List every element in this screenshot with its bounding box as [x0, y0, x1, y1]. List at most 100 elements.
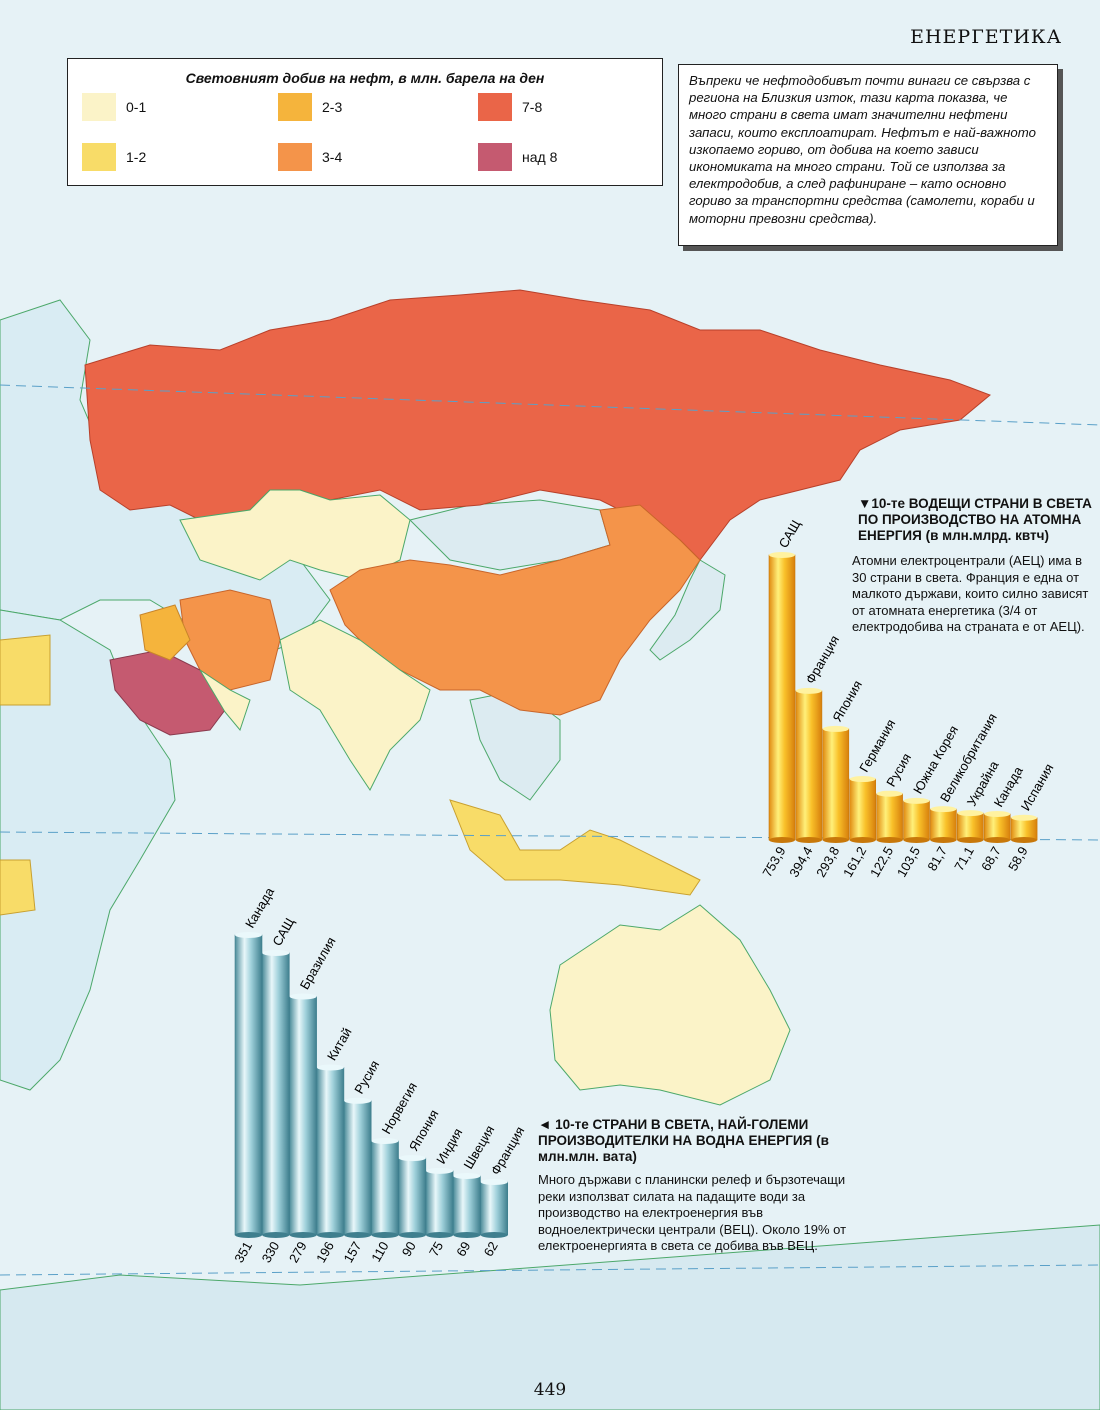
hydro-title: ◄ 10-те СТРАНИ В СВЕТА, НАЙ-ГОЛЕМИ ПРОИЗ…	[538, 1117, 829, 1164]
bar-cap	[957, 810, 984, 817]
legend-item: 0-1	[82, 93, 146, 121]
nuclear-text: Атомни електроцентрали (АЕЦ) има в 30 ст…	[852, 553, 1089, 634]
value-label: 68,7	[978, 844, 1004, 873]
bar-base	[235, 1232, 262, 1238]
australia-region	[549, 904, 791, 1106]
legend-title: Световният добив на нефт, в млн. барела …	[185, 70, 545, 86]
value-label: 75	[426, 1239, 446, 1259]
bar-base	[316, 1232, 344, 1238]
land-oil-producers	[0, 289, 991, 1106]
nigeria-region	[0, 859, 36, 916]
bar	[849, 778, 877, 841]
bar	[930, 808, 957, 841]
value-label: 62	[481, 1239, 501, 1259]
category-label: Индия	[433, 1126, 465, 1167]
legend-label: 3-4	[322, 149, 343, 165]
arabia-east-region	[199, 669, 251, 732]
bar-base	[795, 837, 822, 843]
latitude-line	[0, 1264, 1100, 1276]
category-label: Канада	[242, 884, 277, 930]
bar	[903, 800, 930, 841]
section-title: ЕНЕРГЕТИКА	[910, 26, 1062, 48]
value-label: 110	[368, 1239, 391, 1264]
legend-swatch	[82, 143, 116, 171]
legend-swatch	[478, 143, 512, 171]
bar-cap	[822, 725, 849, 732]
bar-base	[769, 837, 795, 843]
category-label: Испания	[1018, 761, 1057, 813]
category-label: Русия	[883, 751, 914, 790]
bar	[343, 1100, 372, 1236]
bar-cap	[795, 687, 822, 694]
value-label: 753,9	[759, 844, 788, 880]
bar-base	[289, 1232, 317, 1238]
value-label: 157	[340, 1239, 364, 1265]
bar-base	[371, 1232, 399, 1238]
bar	[1010, 817, 1038, 841]
legend-swatch	[82, 93, 116, 121]
legend-item: 7-8	[478, 93, 542, 121]
category-label: САЩ	[269, 915, 297, 948]
antarctica-land	[0, 1224, 1100, 1410]
bar	[398, 1157, 427, 1236]
bar-base	[849, 837, 876, 843]
bar-cap	[398, 1155, 426, 1162]
value-label: 279	[286, 1239, 310, 1265]
bar	[234, 934, 263, 1236]
bar	[876, 793, 903, 841]
legend-label: 1-2	[126, 149, 147, 165]
value-label: 351	[231, 1239, 255, 1265]
bar-base	[984, 837, 1011, 843]
bar-cap	[453, 1173, 481, 1180]
bar-base	[453, 1232, 481, 1238]
latitude-line	[0, 384, 1100, 426]
value-label: 394,4	[786, 844, 815, 880]
legend-swatch	[278, 93, 312, 121]
value-label: 58,9	[1005, 844, 1031, 873]
bar-cap	[930, 806, 957, 813]
bar	[822, 728, 850, 841]
legend: Световният добив на нефт, в млн. барела …	[67, 58, 663, 186]
category-label: Русия	[351, 1058, 382, 1097]
bar-cap	[876, 790, 903, 797]
bar	[425, 1170, 454, 1236]
category-label: Китай	[324, 1025, 355, 1063]
bar-cap	[235, 932, 262, 938]
intro-box: Въпреки че нефтодобивът почти винаги се …	[678, 64, 1058, 246]
bar	[289, 996, 317, 1236]
bar-cap	[344, 1097, 372, 1104]
legend-swatch	[478, 93, 512, 121]
bar-base	[344, 1232, 372, 1238]
legend-label: 0-1	[126, 99, 147, 115]
category-label: Япония	[406, 1107, 442, 1154]
hydro-text: Много държави с планински релеф и бързот…	[538, 1172, 847, 1253]
legend-item: 3-4	[278, 143, 342, 171]
japan-land	[649, 559, 726, 661]
bar-base	[903, 837, 930, 843]
bar-cap	[480, 1179, 508, 1186]
bar-cap	[289, 993, 317, 1000]
bar-cap	[371, 1137, 399, 1144]
category-label: Франция	[803, 633, 843, 687]
indonesia-region	[449, 799, 701, 896]
value-label: 103,5	[894, 844, 923, 880]
legend-swatch	[278, 143, 312, 171]
value-label: 69	[453, 1239, 473, 1259]
libya-region	[0, 634, 51, 706]
kazakhstan-region	[179, 489, 411, 581]
south-asia-region	[279, 619, 431, 791]
bar-base	[876, 837, 903, 843]
legend-label: над 8	[522, 149, 558, 165]
bar	[480, 1181, 509, 1236]
africa-land	[0, 609, 176, 1091]
page-number: 449	[533, 1380, 567, 1400]
bar-cap	[903, 797, 930, 804]
iran-region	[179, 589, 281, 691]
bar	[371, 1140, 399, 1236]
iraq-region	[139, 604, 191, 661]
bar	[261, 952, 290, 1236]
bar-cap	[769, 552, 795, 558]
category-label: Норвегия	[379, 1080, 420, 1137]
bar-base	[1011, 837, 1038, 843]
